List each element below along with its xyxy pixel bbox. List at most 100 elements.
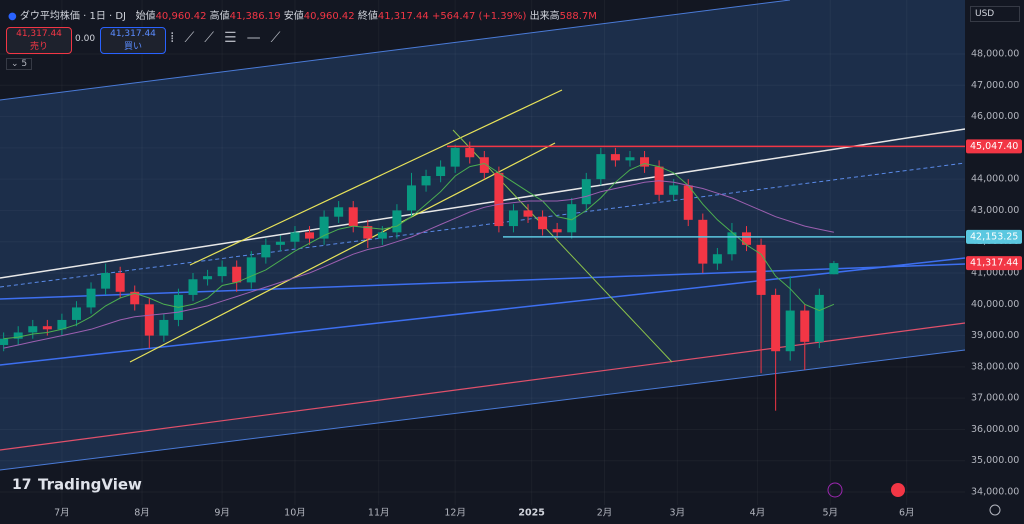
candle-body [523, 210, 533, 217]
y-tick-label: 34,000.00 [971, 487, 1019, 498]
settings-icon[interactable] [989, 504, 1001, 516]
ohlc-label: 終値 [357, 11, 378, 22]
price-label: 42,153.25 [970, 231, 1018, 242]
candle-body [71, 307, 81, 320]
x-tick-label: 3月 [670, 508, 686, 519]
moving-average [3, 162, 835, 340]
candle-body [538, 216, 548, 230]
candle-body [246, 257, 256, 283]
event-icon[interactable] [891, 483, 905, 497]
moving-average [3, 180, 835, 349]
trendline [189, 89, 563, 266]
candle-body [261, 244, 271, 258]
y-tick-label: 48,000.00 [971, 49, 1019, 60]
change: +564.47 (+1.39%) [431, 11, 527, 22]
candle-body [275, 241, 285, 245]
candle-body [101, 273, 111, 289]
trendline [0, 128, 966, 279]
candle-body [144, 304, 154, 336]
candle-body [305, 232, 315, 239]
candle-body [742, 232, 752, 245]
candle-body [669, 185, 679, 195]
candle-body [203, 276, 213, 280]
candle-body [494, 172, 504, 227]
trendline [0, 162, 966, 288]
volume-label: 出来高 [529, 11, 560, 22]
y-tick-label: 46,000.00 [971, 111, 1019, 122]
y-tick-label: 35,000.00 [971, 455, 1019, 466]
event-icon[interactable] [827, 482, 843, 498]
candle-body [130, 291, 140, 305]
candle-body [596, 154, 606, 180]
spread: 0.00 [75, 34, 96, 44]
candle-body [42, 326, 52, 330]
candle-body [450, 147, 460, 167]
candle-body [567, 204, 577, 233]
price-label-bg [966, 229, 1022, 244]
candle-body [0, 338, 9, 345]
x-tick-label: 5月 [822, 508, 838, 519]
y-tick-label: 43,000.00 [971, 205, 1019, 216]
candle-body [814, 294, 824, 342]
candle-body [727, 232, 737, 255]
candle-body [625, 157, 635, 161]
brand-logo: 17 [12, 477, 31, 493]
price-label-bg [966, 256, 1022, 271]
candle-body [756, 244, 766, 295]
trendline [129, 142, 556, 363]
candle-body [348, 207, 358, 227]
candle-body [436, 166, 446, 177]
time-axis [0, 505, 965, 524]
trendline [452, 129, 673, 363]
sell-price: 41,317.44 [16, 29, 62, 39]
sell-label: 売り [29, 42, 48, 52]
candle-body [581, 179, 591, 205]
candle-body [392, 210, 402, 233]
price-label-bg [966, 139, 1022, 154]
sell-button[interactable]: 41,317.44 売り [6, 27, 72, 54]
candle-body [800, 310, 810, 342]
candle-body [479, 157, 489, 173]
indicator-toggle[interactable]: ⌄ 5 [6, 58, 33, 70]
price-label: 45,047.40 [970, 141, 1018, 152]
candle-body [377, 232, 387, 239]
ohlc-value: 41,386.19 [229, 11, 281, 22]
trendline [0, 263, 966, 300]
ohlc-label: 高値 [209, 11, 230, 22]
candle-body [334, 207, 344, 217]
price-label: 41,317.44 [970, 258, 1018, 269]
channel [0, 0, 965, 470]
candle-body [421, 176, 431, 186]
symbol: ダウ平均株価 · 1日 · DJ [19, 11, 127, 22]
candle-body [829, 263, 839, 275]
y-tick-label: 38,000.00 [971, 361, 1019, 372]
ohlc-label: 安値 [283, 11, 304, 22]
candle-body [363, 226, 373, 239]
candle-body [188, 279, 198, 295]
candle-body [698, 219, 708, 264]
currency-select[interactable]: USD [970, 6, 1020, 22]
candle-body [640, 157, 650, 167]
drawing-toolbar[interactable]: ⁞⟋⟋☰—⟋ [170, 30, 291, 46]
buy-button[interactable]: 41,317.44 買い [100, 27, 166, 54]
y-tick-label: 40,000.00 [971, 299, 1019, 310]
candle-body [712, 254, 722, 264]
x-tick-label: 6月 [899, 508, 915, 519]
y-tick-label: 44,000.00 [971, 174, 1019, 185]
candle-body [552, 229, 562, 233]
trendline [0, 257, 966, 366]
y-tick-label: 37,000.00 [971, 393, 1019, 404]
x-tick-label: 9月 [214, 508, 230, 519]
header-bar: ● ダウ平均株価 · 1日 · DJ 始値40,960.42 高値41,386.… [8, 11, 597, 22]
candle-body [406, 185, 416, 211]
y-tick-label: 36,000.00 [971, 424, 1019, 435]
candle-body [610, 154, 620, 161]
indicator-count: 5 [21, 59, 28, 69]
volume: 588.7M [559, 11, 597, 22]
candle-body [232, 266, 242, 283]
candle-body [319, 216, 329, 239]
candle-body [683, 185, 693, 220]
ohlc-value: 41,317.44 [377, 11, 429, 22]
ohlc-label: 始値 [135, 11, 156, 22]
